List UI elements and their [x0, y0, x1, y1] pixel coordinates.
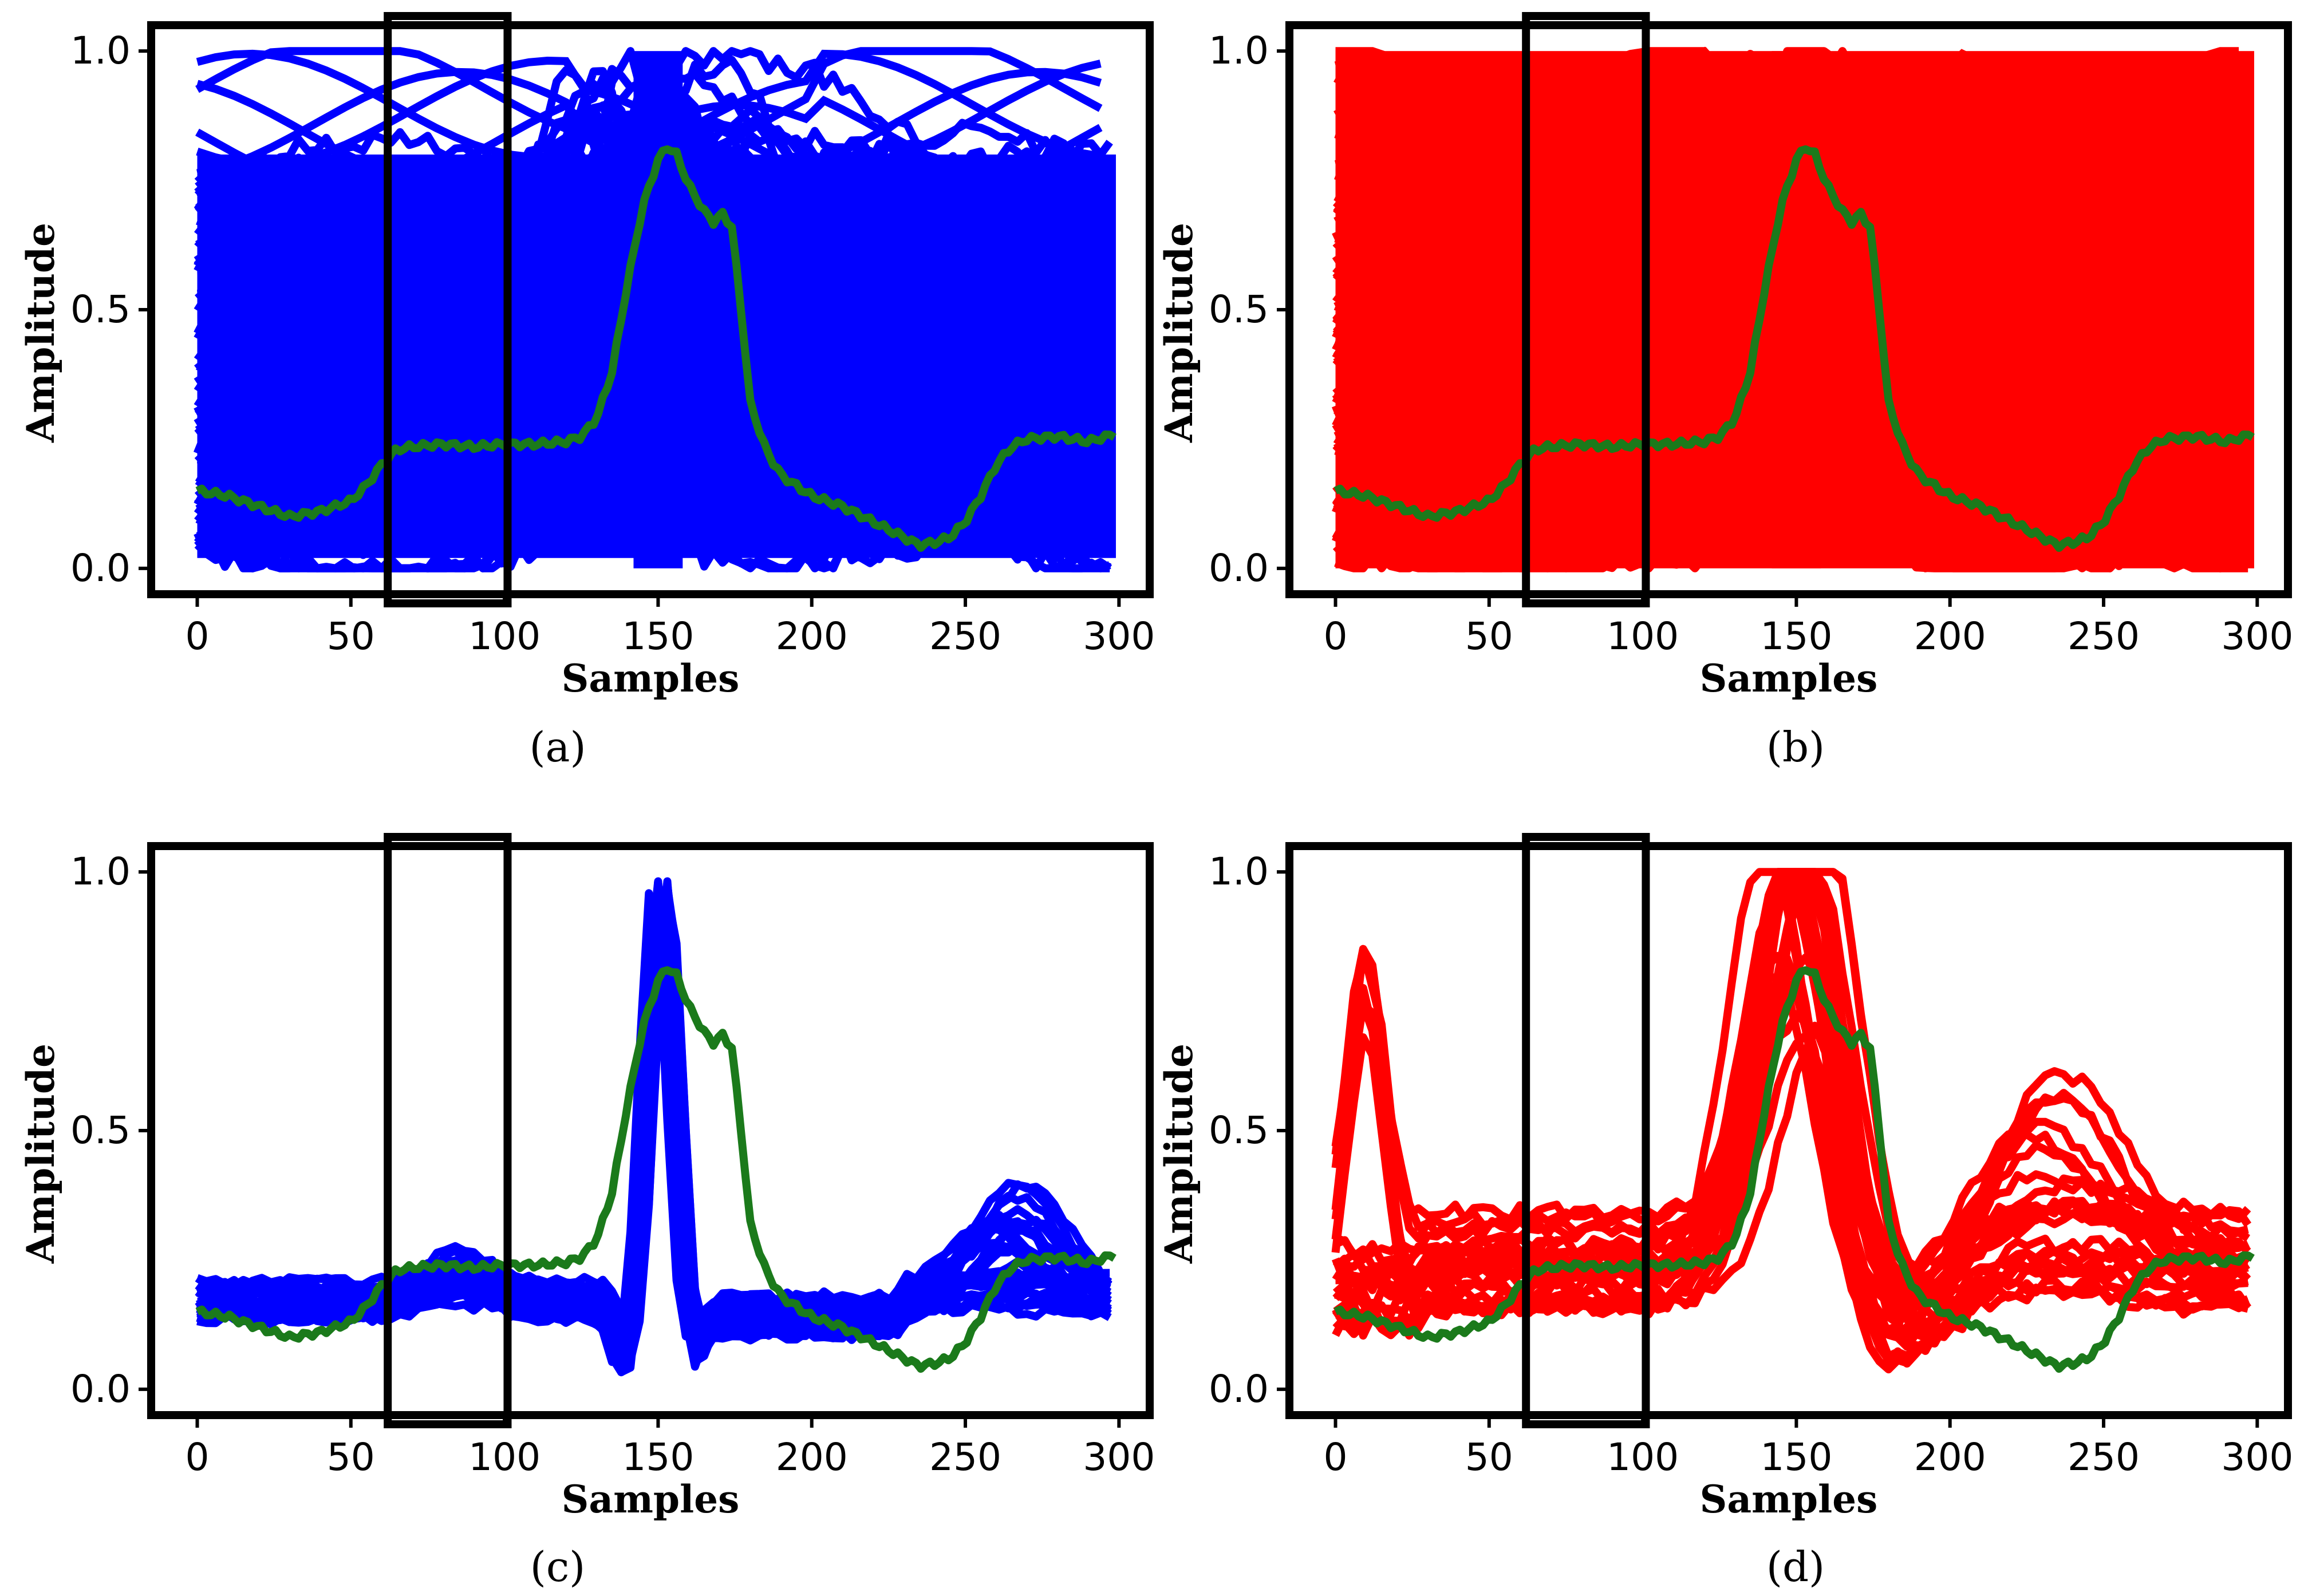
- traces-a: [194, 47, 1116, 572]
- y-tick-label: 1.0: [1209, 29, 1269, 73]
- y-axis-label: Amplitude: [18, 1044, 63, 1264]
- x-tick-label: 200: [776, 614, 848, 658]
- trace-line: [196, 56, 1102, 191]
- x-tick-label: 300: [1083, 1435, 1155, 1479]
- trace-line: [196, 80, 1102, 187]
- trace-line: [1333, 951, 2251, 1307]
- x-tick-label: 200: [1914, 614, 1986, 658]
- x-tick-label: 50: [1465, 614, 1513, 658]
- y-tick-label: 0.5: [70, 1108, 131, 1152]
- panel-caption: (c): [530, 1543, 586, 1591]
- trace-line: [1335, 1010, 2251, 1299]
- peak-band: [1772, 51, 1821, 568]
- panel-caption: (b): [1766, 723, 1825, 771]
- x-tick-label: 150: [1760, 614, 1832, 658]
- y-tick-label: 1.0: [1209, 850, 1269, 894]
- y-tick-label: 0.0: [1209, 546, 1269, 590]
- x-tick-label: 250: [929, 1435, 1001, 1479]
- x-tick-label: 150: [622, 614, 694, 658]
- x-axis-label: Samples: [562, 1477, 740, 1522]
- x-tick-label: 300: [1083, 614, 1155, 658]
- panel-b: 0 50 100 150 200 250 300 0.0 0.5 1.0 Samples Amplit…: [1157, 12, 2293, 771]
- y-axis-label: Amplitude: [1157, 223, 1201, 443]
- y-tick-label: 1.0: [70, 850, 131, 894]
- trace-line: [1333, 1026, 2250, 1342]
- panel-caption: (a): [529, 723, 586, 771]
- y-tick-label: 0.0: [70, 1367, 131, 1411]
- trace-line: [1332, 978, 2249, 1368]
- traces-c: [195, 877, 1116, 1377]
- x-tick-label: 0: [1323, 1435, 1347, 1479]
- x-tick-label: 0: [185, 1435, 209, 1479]
- mean-line: [195, 145, 1116, 552]
- x-axis-label: Samples: [1700, 656, 1878, 701]
- x-tick-label: 100: [468, 1435, 540, 1479]
- trace-line: [1335, 59, 2240, 196]
- y-tick-label: 0.5: [1209, 287, 1269, 331]
- traces-d: [1331, 868, 2255, 1374]
- x-tick-label: 200: [776, 1435, 848, 1479]
- panels: 0 50 100 150 200 250 300 0.0 0.5 1.0 Samples Amplit…: [18, 12, 2293, 1591]
- x-tick-label: 50: [327, 1435, 375, 1479]
- trace-line: [195, 47, 1103, 171]
- trace-line: [1334, 47, 2239, 173]
- x-tick-label: 150: [1760, 1435, 1832, 1479]
- y-tick-label: 0.5: [70, 287, 131, 331]
- x-tick-label: 300: [2221, 1435, 2293, 1479]
- mean-line: [1333, 145, 2255, 552]
- x-tick-label: 100: [468, 614, 540, 658]
- highlight-window: [1522, 12, 1650, 607]
- x-tick-label: 50: [1465, 1435, 1513, 1479]
- panel-caption: (d): [1766, 1543, 1825, 1591]
- x-tick-label: 0: [185, 614, 209, 658]
- y-tick-label: 0.5: [1209, 1108, 1269, 1152]
- trace-line: [1333, 46, 2241, 141]
- x-tick-label: 300: [2221, 614, 2293, 658]
- panel-c: 0 50 100 150 200 250 300 0.0 0.5 1.0 Samples Amplit…: [18, 833, 1155, 1591]
- panel-a: 0 50 100 150 200 250 300 0.0 0.5 1.0 Samples Amplit…: [18, 12, 1155, 771]
- y-tick-label: 0.0: [70, 546, 131, 590]
- mean-line: [1333, 966, 2255, 1373]
- x-tick-label: 250: [929, 614, 1001, 658]
- trace-line: [196, 68, 1102, 206]
- y-tick-label: 1.0: [70, 29, 131, 73]
- x-tick-label: 250: [2068, 614, 2140, 658]
- highlight-window: [1522, 833, 1650, 1428]
- highlight-window: [384, 833, 512, 1428]
- x-tick-label: 150: [622, 1435, 694, 1479]
- x-tick-label: 100: [1607, 614, 1679, 658]
- traces-b: [1332, 46, 2255, 572]
- panel-d: 0 50 100 150 200 250 300 0.0 0.5 1.0 Samples Amplit…: [1157, 833, 2293, 1591]
- y-axis-label: Amplitude: [1157, 1044, 1201, 1264]
- trace-line: [1334, 53, 2240, 185]
- highlight-window: [384, 12, 512, 607]
- mean-line: [195, 966, 1116, 1373]
- x-axis-label: Samples: [1700, 1477, 1878, 1522]
- x-tick-label: 200: [1914, 1435, 1986, 1479]
- x-tick-label: 0: [1323, 614, 1347, 658]
- trace-line: [1331, 971, 2251, 1341]
- x-tick-label: 100: [1607, 1435, 1679, 1479]
- x-tick-label: 50: [327, 614, 375, 658]
- x-tick-label: 250: [2068, 1435, 2140, 1479]
- y-tick-label: 0.0: [1209, 1367, 1269, 1411]
- y-axis-label: Amplitude: [18, 223, 63, 443]
- x-axis-label: Samples: [562, 656, 740, 701]
